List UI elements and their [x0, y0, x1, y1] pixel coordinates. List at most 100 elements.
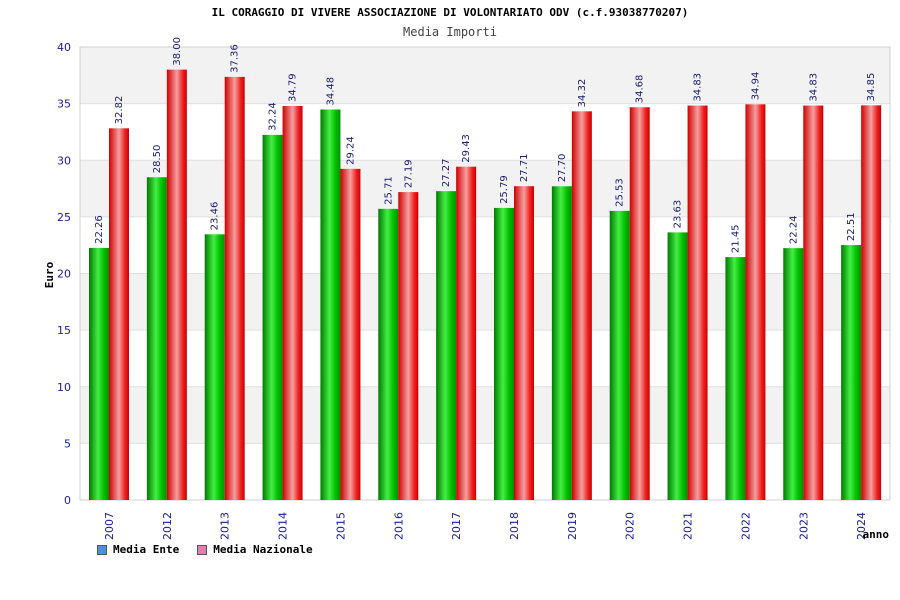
data-label: 34.79: [288, 73, 299, 102]
data-label: 34.83: [693, 73, 704, 102]
x-tick-label: 2024: [855, 512, 868, 540]
data-label: 38.00: [172, 37, 183, 66]
x-tick-label: 2014: [277, 512, 290, 540]
legend-item-media-ente: Media Ente: [97, 543, 179, 556]
y-axis-ticks: 0 5 10 15 20 25 30 35 40: [57, 41, 71, 507]
bar-media-ente: [204, 234, 225, 501]
bar-media-ente: [262, 134, 283, 500]
x-tick-label: 2013: [219, 512, 232, 540]
plot-frame: [79, 46, 891, 501]
x-tick-label: 2019: [566, 512, 579, 540]
x-tick-label: 2020: [624, 512, 637, 540]
x-axis-label: anno: [863, 528, 890, 541]
chart-title: IL CORAGGIO DI VIVERE ASSOCIAZIONE DI VO…: [211, 6, 689, 19]
x-tick-label: 2021: [682, 512, 695, 540]
bars: [89, 69, 882, 501]
data-label: 27.70: [557, 154, 568, 183]
y-tick-label: 25: [57, 211, 71, 224]
grid-band: [80, 47, 890, 104]
data-label: 29.24: [345, 136, 356, 165]
y-tick-label: 35: [57, 98, 71, 111]
data-label: 34.85: [866, 73, 877, 102]
bar-media-nazionale: [109, 128, 129, 500]
y-tick-label: 0: [64, 494, 71, 507]
x-tick-label: 2016: [392, 512, 405, 540]
x-tick-label: 2022: [739, 512, 752, 540]
grid-band: [80, 273, 890, 331]
data-label: 34.32: [577, 79, 588, 108]
y-tick-label: 20: [57, 268, 71, 281]
bar-media-ente: [436, 191, 457, 501]
data-label: 22.24: [788, 215, 799, 244]
bar-media-nazionale: [861, 105, 882, 500]
data-label: 25.79: [499, 175, 510, 204]
y-tick-label: 5: [64, 437, 71, 450]
data-label: 34.94: [750, 72, 761, 101]
y-tick-label: 15: [57, 324, 71, 337]
x-tick-label: 2023: [797, 512, 810, 540]
data-label: 23.63: [673, 200, 684, 229]
bar-media-nazionale: [803, 105, 824, 501]
bar-media-ente: [551, 186, 572, 501]
bar-media-ente: [378, 208, 399, 501]
value-labels: 22.26 32.82 28.50 38.00 23.46 37.36 32.24 34.79…: [94, 37, 877, 253]
legend-swatch-media-ente: [97, 544, 107, 555]
x-tick-label: 2012: [161, 512, 174, 540]
data-label: 27.27: [441, 159, 452, 188]
data-label: 22.51: [846, 212, 857, 241]
y-tick-label: 10: [57, 381, 71, 394]
data-label: 32.82: [114, 96, 125, 125]
data-label: 29.43: [461, 134, 472, 163]
data-label: 25.71: [383, 176, 394, 205]
data-label: 23.46: [210, 202, 221, 231]
bar-media-ente: [609, 210, 630, 501]
data-label: 25.53: [615, 178, 626, 207]
grid-band: [80, 386, 890, 444]
data-label: 34.48: [325, 77, 336, 106]
grid-band: [80, 216, 890, 274]
bar-media-ente: [146, 177, 167, 501]
y-tick-label: 40: [57, 41, 71, 54]
grid-band: [80, 103, 890, 161]
y-tick-label: 30: [57, 154, 71, 167]
bar-media-ente: [841, 245, 862, 500]
legend-label-media-nazionale: Media Nazionale: [213, 543, 313, 556]
x-axis-ticks: 2007 2012 2013 2014 2015 2016 2017 2018 2019 2020…: [103, 512, 868, 540]
bar-media-ente: [783, 248, 804, 500]
bar-media-ente: [667, 232, 688, 500]
data-label: 34.83: [808, 73, 819, 102]
bar-media-ente: [494, 207, 514, 500]
bar-media-ente: [725, 257, 746, 500]
legend-swatch-media-nazionale: [197, 544, 208, 555]
x-tick-label: 2017: [450, 512, 463, 540]
x-tick-label: 2007: [103, 512, 116, 540]
bar-media-nazionale: [514, 186, 534, 500]
grid-band: [80, 443, 890, 500]
bar-media-nazionale: [282, 106, 303, 501]
data-label: 37.36: [230, 44, 241, 73]
bar-media-nazionale: [687, 105, 708, 501]
bar-media-nazionale: [745, 104, 766, 500]
x-tick-label: 2018: [508, 512, 521, 540]
bar-media-nazionale: [571, 111, 592, 501]
data-label: 28.50: [152, 145, 163, 174]
data-label: 27.19: [403, 159, 414, 188]
legend-item-media-nazionale: Media Nazionale: [197, 543, 313, 556]
bar-media-nazionale: [629, 107, 650, 501]
legend-label-media-ente: Media Ente: [113, 543, 180, 556]
grid-band: [80, 330, 890, 387]
bar-media-nazionale: [166, 69, 187, 501]
chart-subtitle: Media Importi: [403, 25, 497, 39]
y-axis-label: Euro: [43, 261, 56, 288]
x-tick-label: 2015: [334, 512, 347, 540]
data-label: 34.68: [635, 75, 646, 104]
data-label: 21.45: [730, 224, 741, 253]
bar-media-nazionale: [224, 76, 245, 500]
bar-media-ente: [89, 247, 109, 500]
bar-media-nazionale: [456, 166, 477, 500]
data-label: 22.26: [94, 215, 105, 244]
data-label: 32.24: [268, 102, 279, 131]
bar-media-nazionale: [398, 192, 419, 501]
bar-media-nazionale: [340, 168, 361, 500]
